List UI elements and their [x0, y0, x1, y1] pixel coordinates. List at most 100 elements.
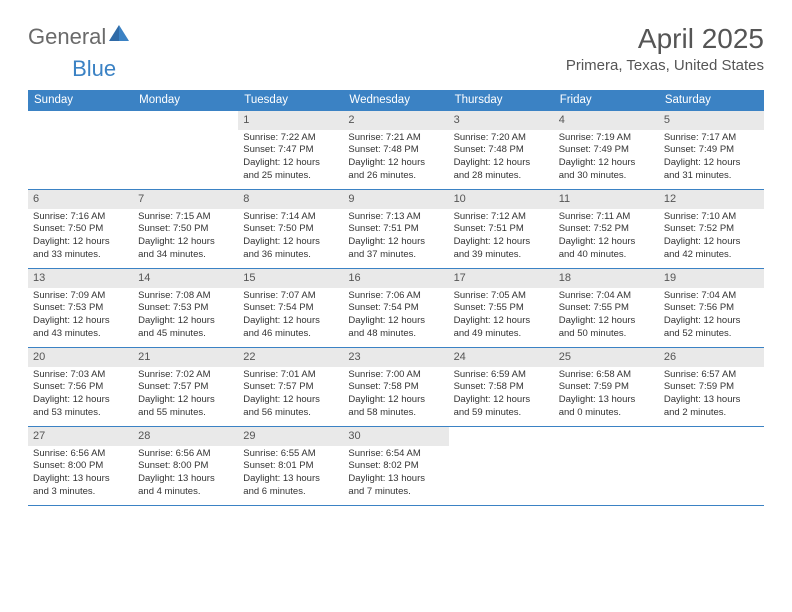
day-number: 12 [659, 190, 764, 209]
day-cell: 2Sunrise: 7:21 AMSunset: 7:48 PMDaylight… [343, 111, 448, 189]
day-number: 27 [28, 427, 133, 446]
day-sunset: Sunset: 7:50 PM [243, 223, 338, 236]
day-daylight2: and 0 minutes. [559, 407, 654, 420]
day-daylight1: Daylight: 13 hours [348, 473, 443, 486]
day-cell: 14Sunrise: 7:08 AMSunset: 7:53 PMDayligh… [133, 269, 238, 347]
day-sunrise: Sunrise: 7:21 AM [348, 132, 443, 145]
day-number: 25 [554, 348, 659, 367]
day-cell: 23Sunrise: 7:00 AMSunset: 7:58 PMDayligh… [343, 348, 448, 426]
day-daylight2: and 30 minutes. [559, 170, 654, 183]
day-sunset: Sunset: 7:55 PM [454, 302, 549, 315]
day-daylight1: Daylight: 12 hours [454, 236, 549, 249]
day-daylight2: and 40 minutes. [559, 249, 654, 262]
day-daylight1: Daylight: 12 hours [348, 394, 443, 407]
day-sunrise: Sunrise: 6:59 AM [454, 369, 549, 382]
day-number: 17 [449, 269, 554, 288]
day-sunrise: Sunrise: 7:03 AM [33, 369, 128, 382]
day-number: 26 [659, 348, 764, 367]
day-sunrise: Sunrise: 7:16 AM [33, 211, 128, 224]
day-sunrise: Sunrise: 7:20 AM [454, 132, 549, 145]
day-number: 3 [449, 111, 554, 130]
weekday-thu: Thursday [449, 90, 554, 111]
day-cell: 27Sunrise: 6:56 AMSunset: 8:00 PMDayligh… [28, 427, 133, 505]
calendar-grid: Sunday Monday Tuesday Wednesday Thursday… [28, 90, 764, 506]
day-daylight2: and 36 minutes. [243, 249, 338, 262]
day-daylight1: Daylight: 12 hours [559, 236, 654, 249]
day-daylight1: Daylight: 12 hours [348, 236, 443, 249]
day-number: 16 [343, 269, 448, 288]
day-cell: 10Sunrise: 7:12 AMSunset: 7:51 PMDayligh… [449, 190, 554, 268]
day-sunrise: Sunrise: 6:54 AM [348, 448, 443, 461]
day-cell: 18Sunrise: 7:04 AMSunset: 7:55 PMDayligh… [554, 269, 659, 347]
day-daylight2: and 48 minutes. [348, 328, 443, 341]
day-daylight1: Daylight: 13 hours [559, 394, 654, 407]
weekday-fri: Friday [554, 90, 659, 111]
day-daylight1: Daylight: 13 hours [138, 473, 233, 486]
day-sunset: Sunset: 7:52 PM [559, 223, 654, 236]
day-sunrise: Sunrise: 7:05 AM [454, 290, 549, 303]
day-number: 18 [554, 269, 659, 288]
day-daylight2: and 33 minutes. [33, 249, 128, 262]
day-sunrise: Sunrise: 7:02 AM [138, 369, 233, 382]
day-daylight2: and 31 minutes. [664, 170, 759, 183]
day-daylight2: and 53 minutes. [33, 407, 128, 420]
day-sunset: Sunset: 7:49 PM [559, 144, 654, 157]
day-daylight2: and 46 minutes. [243, 328, 338, 341]
day-number: 19 [659, 269, 764, 288]
weekday-mon: Monday [133, 90, 238, 111]
day-daylight2: and 6 minutes. [243, 486, 338, 499]
day-daylight2: and 59 minutes. [454, 407, 549, 420]
day-daylight1: Daylight: 12 hours [454, 157, 549, 170]
day-sunrise: Sunrise: 7:19 AM [559, 132, 654, 145]
day-sunrise: Sunrise: 7:17 AM [664, 132, 759, 145]
brand-logo: General [28, 24, 129, 50]
day-cell: 19Sunrise: 7:04 AMSunset: 7:56 PMDayligh… [659, 269, 764, 347]
day-sunrise: Sunrise: 7:11 AM [559, 211, 654, 224]
day-daylight1: Daylight: 12 hours [243, 315, 338, 328]
day-sunset: Sunset: 7:49 PM [664, 144, 759, 157]
day-sunset: Sunset: 7:50 PM [138, 223, 233, 236]
day-sunset: Sunset: 7:51 PM [348, 223, 443, 236]
weeks-container: 1 Sunrise: 7:22 AMSunset: 7:47 PM Daylight… [28, 111, 764, 506]
empty-cell [554, 427, 659, 505]
day-daylight1: Daylight: 12 hours [559, 157, 654, 170]
day-sunrise: Sunrise: 7:22 AM [243, 132, 338, 145]
day-number: 1 [238, 111, 343, 130]
day-sunset: Sunset: 7:54 PM [348, 302, 443, 315]
day-number: 10 [449, 190, 554, 209]
brand-part1: General [28, 24, 106, 50]
day-daylight1: Daylight: 12 hours [348, 315, 443, 328]
day-cell: 5Sunrise: 7:17 AMSunset: 7:49 PMDaylight… [659, 111, 764, 189]
day-sunrise: Sunrise: 7:09 AM [33, 290, 128, 303]
day-daylight2: and 58 minutes. [348, 407, 443, 420]
day-daylight2: and 52 minutes. [664, 328, 759, 341]
day-sunset: Sunset: 7:56 PM [664, 302, 759, 315]
day-sunrise: Sunrise: 6:57 AM [664, 369, 759, 382]
day-daylight1: Daylight: 12 hours [348, 157, 443, 170]
day-sunrise: Sunrise: 6:55 AM [243, 448, 338, 461]
day-sunrise: Sunrise: 7:01 AM [243, 369, 338, 382]
day-daylight2: and 34 minutes. [138, 249, 233, 262]
day-number: 23 [343, 348, 448, 367]
day-daylight1: Daylight: 12 hours [664, 236, 759, 249]
day-cell: 4Sunrise: 7:19 AMSunset: 7:49 PMDaylight… [554, 111, 659, 189]
weekday-sun: Sunday [28, 90, 133, 111]
day-daylight1: Daylight: 12 hours [33, 315, 128, 328]
day-sunset: Sunset: 7:58 PM [454, 381, 549, 394]
day-cell: 15Sunrise: 7:07 AMSunset: 7:54 PMDayligh… [238, 269, 343, 347]
day-cell: 16Sunrise: 7:06 AMSunset: 7:54 PMDayligh… [343, 269, 448, 347]
day-sunrise: Sunrise: 7:10 AM [664, 211, 759, 224]
day-sunset: Sunset: 8:02 PM [348, 460, 443, 473]
day-cell: 29Sunrise: 6:55 AMSunset: 8:01 PMDayligh… [238, 427, 343, 505]
day-number: 9 [343, 190, 448, 209]
calendar-page: General April 2025 Primera, Texas, Unite… [0, 0, 792, 524]
day-sunset: Sunset: 7:47 PM [243, 144, 338, 157]
day-number: 21 [133, 348, 238, 367]
week-row: 20Sunrise: 7:03 AMSunset: 7:56 PMDayligh… [28, 348, 764, 427]
week-row: 13Sunrise: 7:09 AMSunset: 7:53 PMDayligh… [28, 269, 764, 348]
day-sunrise: Sunrise: 7:08 AM [138, 290, 233, 303]
day-sunset: Sunset: 7:53 PM [138, 302, 233, 315]
day-daylight2: and 49 minutes. [454, 328, 549, 341]
day-sunrise: Sunrise: 7:07 AM [243, 290, 338, 303]
day-sunset: Sunset: 7:51 PM [454, 223, 549, 236]
